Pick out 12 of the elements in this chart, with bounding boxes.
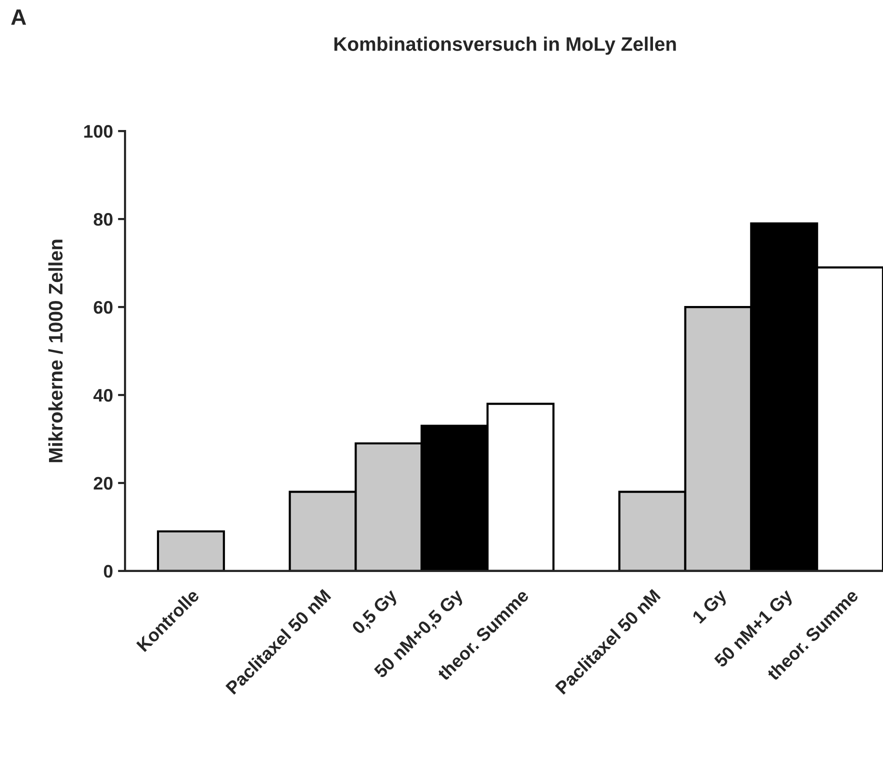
chart-title: Kombinationsversuch in MoLy Zellen bbox=[334, 36, 676, 55]
bar bbox=[156, 530, 225, 571]
x-tick-label: 1 Gy bbox=[692, 588, 730, 626]
y-tick-label: 0 bbox=[104, 564, 112, 578]
y-tick-label: 40 bbox=[93, 388, 112, 402]
y-tick-label: 20 bbox=[94, 476, 112, 490]
y-axis-title: Mikrokerne / 1000 Zellen bbox=[48, 240, 63, 462]
text: A bbox=[11, 10, 26, 25]
y-tick-label: 100 bbox=[84, 125, 112, 138]
y-tick-label: 80 bbox=[94, 212, 112, 226]
x-tick-label: 0,5 Gy bbox=[351, 588, 401, 638]
y-tick-label: 60 bbox=[94, 300, 112, 314]
